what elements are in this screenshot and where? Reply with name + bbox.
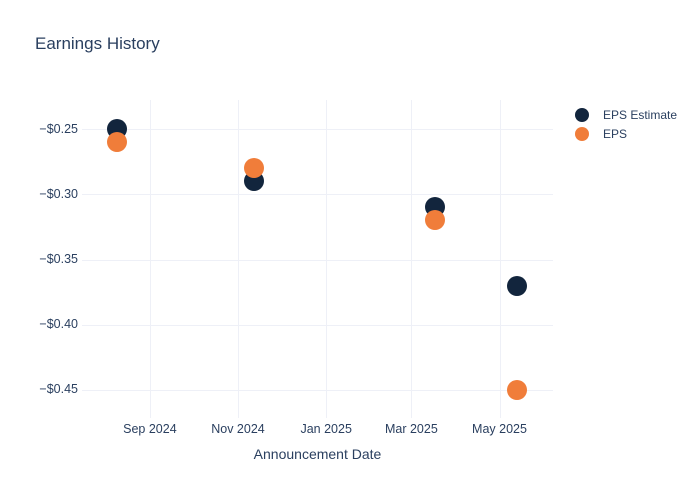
legend-item-eps[interactable]: EPS [575, 125, 677, 143]
legend-item-eps-estimate[interactable]: EPS Estimate [575, 106, 677, 124]
y-gridline [82, 129, 553, 130]
y-tick-label: −$0.25 [39, 121, 78, 136]
x-gridline [149, 100, 151, 418]
legend-marker-icon [575, 108, 589, 122]
legend-marker-icon [575, 127, 589, 141]
x-gridline [326, 100, 328, 418]
chart-title: Earnings History [35, 34, 160, 53]
point-eps-2024-08-09[interactable] [106, 132, 127, 152]
x-tick-label: Jan 2025 [300, 422, 352, 436]
y-gridline [82, 324, 553, 326]
x-tick-label: Nov 2024 [211, 422, 265, 436]
y-tick-label: −$0.40 [39, 317, 78, 332]
y-gridline [82, 194, 553, 196]
point-eps-2024-11-12[interactable] [243, 158, 264, 179]
legend-label: EPS Estimate [603, 108, 678, 122]
x-gridline [411, 100, 413, 418]
x-tick-label: Mar 2025 [384, 422, 438, 436]
point-eps-2025-03-17[interactable] [424, 210, 445, 231]
y-gridline [82, 389, 553, 391]
y-tick-label: −$0.30 [39, 186, 78, 201]
x-gridline [238, 100, 239, 418]
y-tick-label: −$0.35 [39, 252, 78, 266]
legend: EPS Estimate EPS [575, 106, 677, 143]
x-tick-label: May 2025 [472, 422, 527, 436]
point-eps-estimate-2025-05-13[interactable] [506, 275, 527, 296]
x-gridline [499, 100, 501, 418]
y-tick-label: −$0.45 [39, 382, 78, 397]
y-gridline [82, 259, 553, 261]
x-tick-label: Sep 2024 [123, 422, 177, 436]
x-axis-title: Announcement Date [253, 446, 382, 462]
plot-area [82, 100, 553, 418]
legend-label: EPS [603, 127, 628, 141]
point-eps-2025-05-13[interactable] [506, 379, 527, 400]
